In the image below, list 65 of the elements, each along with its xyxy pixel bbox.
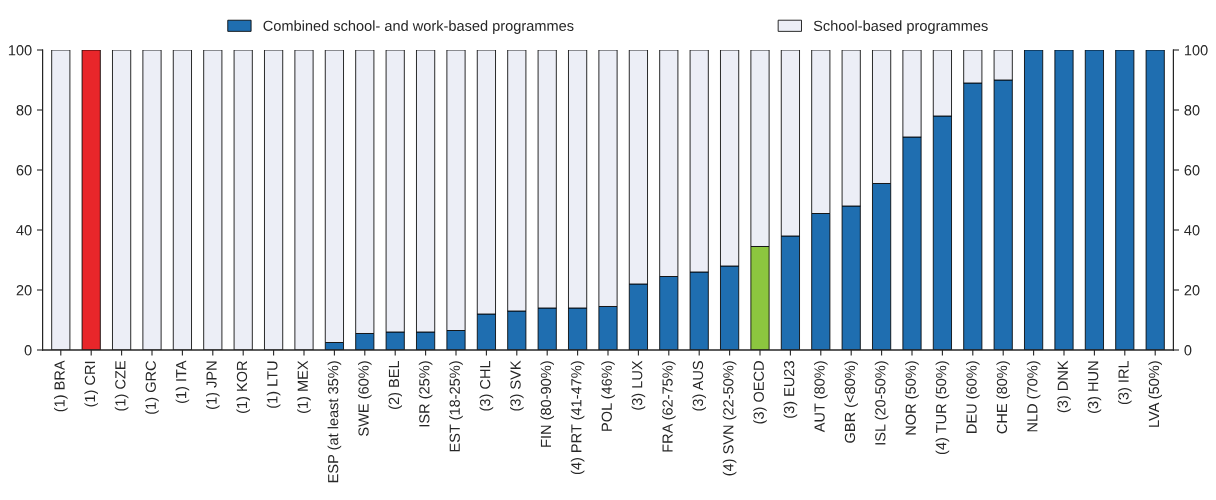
x-tick-label: (1) LTU [266, 361, 281, 408]
x-tick-label: (1) CRI [84, 361, 98, 407]
x-tick-label: (3) AUS [692, 361, 706, 411]
x-tick-label: GBR (<80%) [844, 361, 858, 443]
x-tick-label: SWE (60%) [358, 361, 372, 436]
x-tick-label: (3) OECD [753, 361, 767, 424]
x-tick-label: (4) SVN (22-50%) [722, 361, 737, 476]
legend-label: School-based programmes [813, 20, 988, 34]
y-tick-label: 0 [24, 345, 32, 356]
bar [203, 50, 223, 350]
y2-tick-label: 100 [1184, 45, 1208, 56]
x-tick-label: ISL (20-50%) [874, 361, 889, 445]
x-tick-label: (1) JPN [206, 361, 220, 409]
x-tick-label: POL (46%) [601, 361, 615, 431]
bar [1054, 50, 1074, 350]
y2-tick-label: 20 [1184, 285, 1200, 296]
x-tick-label: (4) PRT (41-47%) [570, 361, 585, 475]
y-tick-label: 40 [16, 225, 32, 236]
x-tick-label: (4) TUR (50%) [935, 361, 950, 455]
x-tick-label: (1) BRA [54, 360, 68, 412]
x-tick-label: CHE (80%) [996, 361, 1010, 434]
x-tick-label: (3) SVK [510, 360, 524, 411]
bar [81, 50, 101, 350]
x-tick-label: NOR (50%) [905, 361, 919, 435]
y2-tick-label: 40 [1184, 225, 1200, 236]
x-tick-label: (3) CHL [479, 360, 494, 411]
x-tick-label: ESP (at least 35%) [327, 361, 342, 483]
y-tick-label: 60 [16, 165, 32, 176]
bar [172, 50, 192, 350]
bar [294, 50, 314, 350]
x-tick-label: (1) KOR [236, 361, 250, 413]
x-tick-label: (2) BEL [388, 360, 402, 409]
x-tick-label: (3) EU23 [783, 361, 798, 418]
bar [142, 50, 162, 350]
x-tick-label: (1) CZE [114, 361, 129, 411]
bar [51, 50, 71, 350]
x-tick-label: FRA (62-75%) [662, 361, 676, 452]
y2-tick-label: 60 [1184, 165, 1200, 176]
x-tick-label: (3) HUN [1087, 361, 1102, 413]
y-tick-label: 100 [8, 45, 32, 56]
x-tick-label: FIN (80-90%) [540, 361, 554, 447]
x-tick-label: LVA (50%) [1148, 361, 1162, 427]
x-tick-label: NLD (70%) [1026, 361, 1041, 432]
x-tick-label: (1) ITA [175, 360, 190, 403]
x-tick-label: (1) GRC [145, 360, 159, 414]
bar [1145, 50, 1165, 350]
y-tick-label: 20 [16, 285, 32, 296]
x-tick-label: (3) IRL [1118, 360, 1132, 405]
x-tick-label: AUT (80%) [814, 361, 828, 433]
bar [1084, 50, 1104, 350]
x-tick-label: (3) DNK [1057, 360, 1071, 413]
x-tick-label: ISR (25%) [418, 361, 433, 427]
y-tick-label: 80 [16, 105, 32, 116]
y2-tick-label: 80 [1184, 105, 1200, 116]
bar [112, 50, 132, 350]
x-tick-label: (3) LUX [631, 360, 646, 410]
bar [233, 50, 253, 350]
bar [1024, 50, 1044, 350]
legend-label: Combined school- and work-based programmes [263, 20, 574, 34]
x-tick-label: (1) MEX [297, 360, 311, 413]
x-tick-label: EST (18-25%) [449, 361, 463, 452]
bar [264, 50, 284, 350]
y2-tick-label: 0 [1184, 345, 1192, 356]
bar [1115, 50, 1135, 350]
x-tick-label: DEU (60%) [966, 361, 980, 433]
